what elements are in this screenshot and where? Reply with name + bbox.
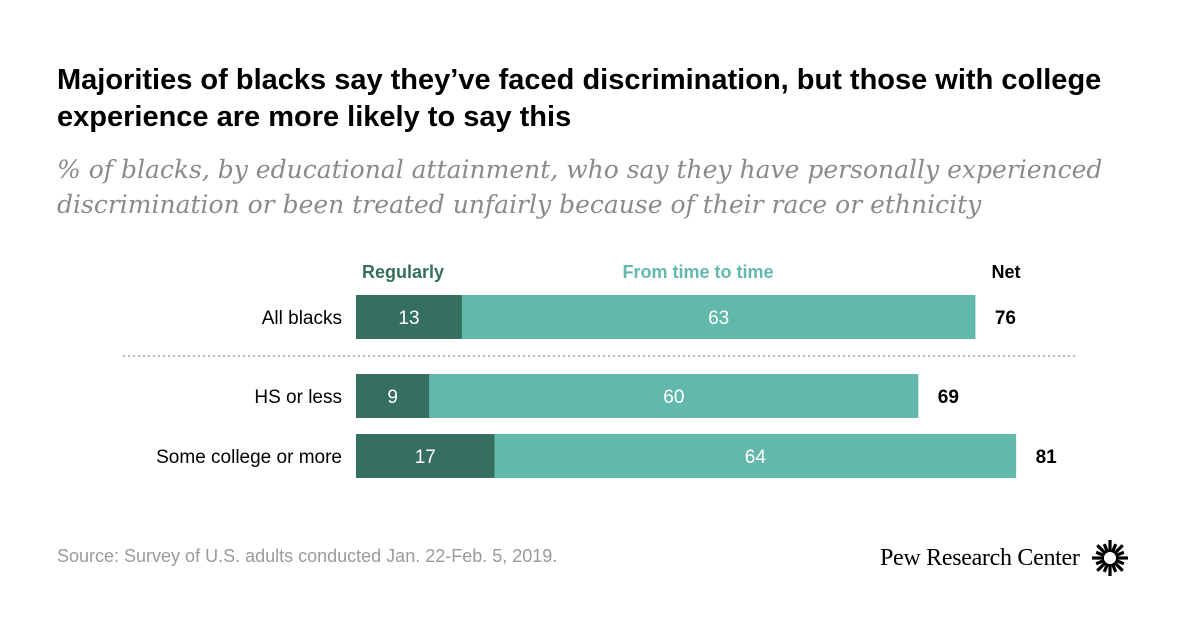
logo-text: Pew Research Center (880, 544, 1080, 571)
value-time-to-time-all-blacks: 63 (708, 308, 729, 329)
value-time-to-time-hs-or-less: 60 (663, 387, 684, 408)
pew-sunburst-icon (1091, 540, 1128, 576)
value-time-to-time-some-college-or-more: 64 (745, 447, 767, 468)
category-label-all-blacks: All blacks (262, 308, 342, 329)
net-value-all-blacks: 76 (995, 308, 1016, 329)
value-regularly-some-college-or-more: 17 (415, 447, 436, 468)
bar-regularly-hs-or-less (356, 374, 430, 418)
bar-time-to-time-some-college-or-more (494, 434, 1017, 478)
bars-group: All blacks 13 63 76 HS or less 9 60 69 Some coll… (156, 295, 1057, 478)
value-regularly-hs-or-less: 9 (387, 387, 398, 408)
legend-regularly: Regularly (362, 262, 444, 282)
net-value-hs-or-less: 69 (938, 387, 959, 408)
bar-regularly-all-blacks (356, 295, 462, 339)
category-label-some-college-or-more: Some college or more (156, 447, 342, 468)
source-note: Source: Survey of U.S. adults conducted … (57, 546, 558, 566)
net-value-some-college-or-more: 81 (1036, 447, 1058, 468)
bar-regularly-some-college-or-more (356, 434, 495, 478)
pew-logo: Pew Research Center (880, 538, 1130, 578)
chart-subtitle: % of blacks, by educational attainment, … (57, 155, 1103, 219)
legend-net: Net (991, 262, 1020, 282)
legend-from-time-to-time: From time to time (622, 262, 773, 282)
category-label-hs-or-less: HS or less (254, 387, 342, 408)
bar-time-to-time-hs-or-less (429, 374, 919, 418)
value-regularly-all-blacks: 13 (398, 308, 419, 329)
bar-time-to-time-all-blacks (461, 295, 976, 339)
chart-title: Majorities of blacks say they’ve faced d… (57, 64, 1102, 133)
